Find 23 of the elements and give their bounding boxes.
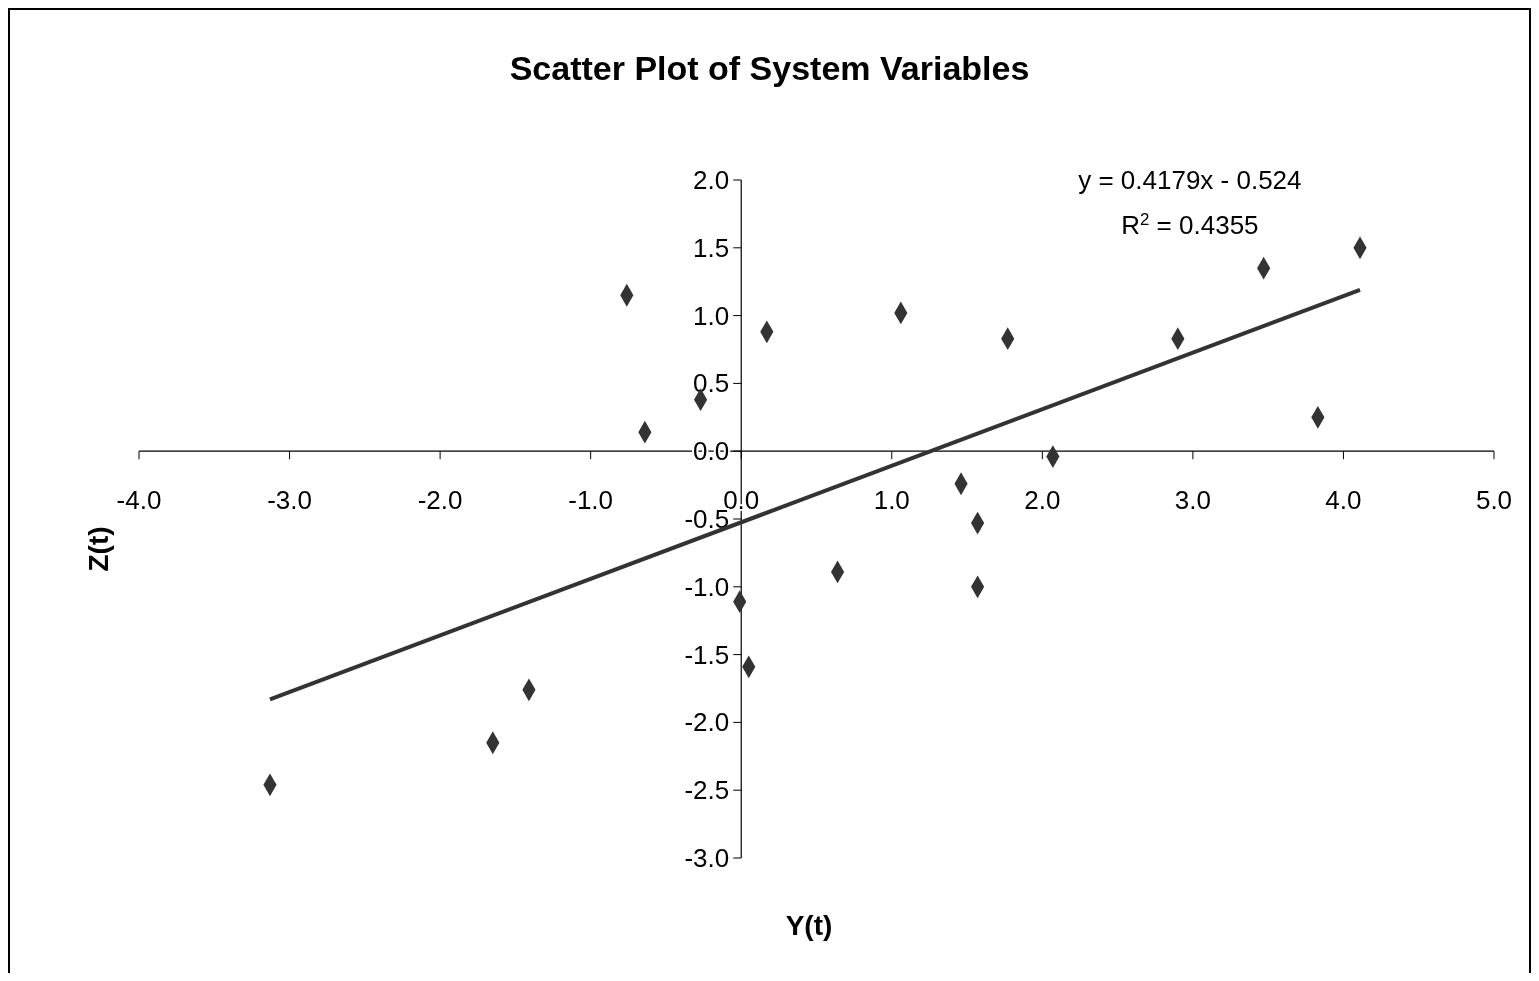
y-tick-label: 0.5: [693, 368, 730, 399]
y-tick-label: -3.0: [684, 843, 730, 873]
x-tick-label: 2.0: [1024, 485, 1061, 516]
x-tick-label: 3.0: [1174, 485, 1211, 516]
annotation: R$^{2}$ = 0.4355: [1121, 209, 1259, 241]
x-tick-label: -3.0: [267, 485, 312, 516]
y-axis-title: Z(t): [83, 526, 114, 572]
y-tick-label: 1.5: [693, 232, 730, 263]
y-tick-label: -2.5: [684, 775, 730, 806]
x-tick-label: -1.0: [568, 485, 614, 516]
x-tick-label: 5.0: [1475, 485, 1513, 516]
x-axis-title: Y(t): [785, 910, 833, 941]
y-tick-label: 2.0: [693, 165, 730, 195]
y-tick-label: 1.0: [693, 300, 730, 331]
annotation: y = 0.4179x - 0.524: [1078, 165, 1302, 196]
y-tick-label: -2.0: [684, 707, 730, 738]
x-tick-label: 1.0: [873, 485, 910, 516]
x-tick-label: -2.0: [417, 485, 463, 516]
x-tick-label: 4.0: [1325, 485, 1362, 516]
x-tick-label: -4.0: [116, 485, 162, 516]
y-tick-label: -1.0: [684, 571, 730, 602]
chart-title: Scatter Plot of System Variables: [509, 49, 1030, 87]
y-tick-label: -1.5: [684, 639, 730, 670]
